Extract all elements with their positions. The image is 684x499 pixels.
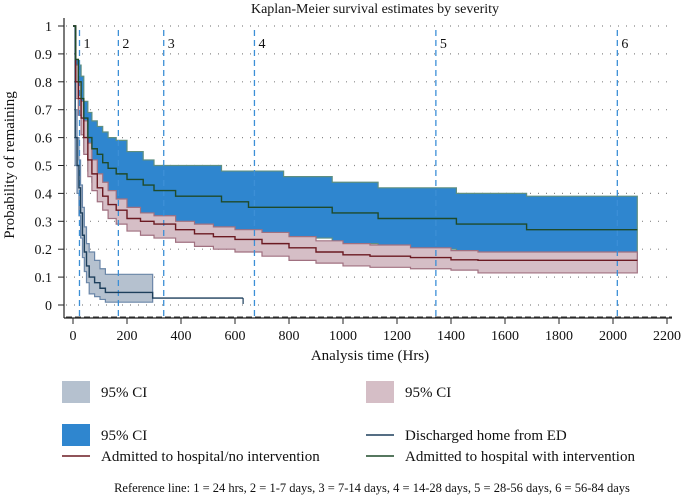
- x-tick-label: 1000: [329, 329, 357, 344]
- reference-line-label: 2: [122, 37, 129, 52]
- legend-swatch: [366, 381, 394, 403]
- y-tick-label: 1: [45, 20, 52, 35]
- axes: [63, 18, 672, 319]
- y-ticks: 0 0.1 0.2 0.3 0.4 0.5 0.6 0.7 0.8 0.9 1: [35, 20, 64, 314]
- y-tick-label: 0.1: [35, 271, 53, 286]
- reference-note: Reference line: 1 = 24 hrs, 2 = 1-7 days…: [114, 481, 630, 495]
- ci-band: [73, 25, 638, 274]
- y-tick-label: 0.7: [35, 104, 53, 119]
- y-tick-label: 0.6: [35, 132, 53, 147]
- survival-curves: [66, 25, 672, 318]
- x-tick-label: 2000: [599, 329, 627, 344]
- x-tick-label: 1600: [491, 329, 519, 344]
- legend-label: Admitted to hospital with intervention: [405, 449, 635, 465]
- legend-swatch: [62, 381, 90, 403]
- legend-item: Admitted to hospital/no intervention: [62, 449, 320, 465]
- reference-line-label: 4: [258, 37, 265, 52]
- y-tick-label: 0.4: [35, 187, 53, 202]
- legend-label: 95% CI: [101, 428, 147, 444]
- x-tick-label: 2200: [653, 329, 681, 344]
- legend-item: 95% CI: [62, 424, 147, 446]
- y-axis-label: Probability of remaining: [2, 91, 18, 239]
- legend-item: Admitted to hospital with intervention: [366, 449, 635, 465]
- reference-line-label: 1: [83, 37, 90, 52]
- ci-band: [73, 25, 154, 303]
- survival-curve: [73, 25, 638, 262]
- y-tick-label: 0.3: [35, 215, 53, 230]
- chart-title: Kaplan-Meier survival estimates by sever…: [251, 2, 499, 17]
- x-tick-label: 0: [70, 329, 77, 344]
- x-tick-label: 800: [279, 329, 300, 344]
- reference-line-label: 3: [168, 37, 175, 52]
- legend: 95% CI 95% CI 95% CI Discharged home from E…: [62, 381, 635, 465]
- survival-curve: [73, 25, 638, 231]
- x-axis-label: Analysis time (Hrs): [311, 348, 429, 364]
- x-tick-label: 200: [117, 329, 138, 344]
- y-tick-label: 0.8: [35, 76, 53, 91]
- x-tick-label: 1400: [437, 329, 465, 344]
- reference-line-label: 6: [621, 37, 628, 52]
- x-tick-label: 600: [225, 329, 246, 344]
- legend-label: 95% CI: [405, 385, 451, 401]
- legend-item: 95% CI: [366, 381, 451, 403]
- legend-label: Admitted to hospital/no intervention: [101, 449, 320, 465]
- x-tick-label: 1800: [545, 329, 573, 344]
- x-tick-label: 1200: [383, 329, 411, 344]
- y-tick-label: 0.9: [35, 48, 53, 63]
- legend-swatch: [62, 424, 90, 446]
- y-tick-label: 0: [45, 299, 52, 314]
- x-tick-label: 400: [171, 329, 192, 344]
- reference-line-label: 5: [440, 37, 447, 52]
- x-ticks: 0 200 400 600 800 1000 1200 1400 1600 1800 2000 220…: [70, 318, 681, 344]
- survival-curve: [73, 25, 244, 299]
- legend-label: Discharged home from ED: [405, 428, 567, 444]
- y-tick-label: 0.5: [35, 160, 53, 175]
- y-tick-label: 0.2: [35, 243, 53, 258]
- legend-item: Discharged home from ED: [366, 428, 567, 444]
- legend-label: 95% CI: [101, 385, 147, 401]
- legend-item: 95% CI: [62, 381, 147, 403]
